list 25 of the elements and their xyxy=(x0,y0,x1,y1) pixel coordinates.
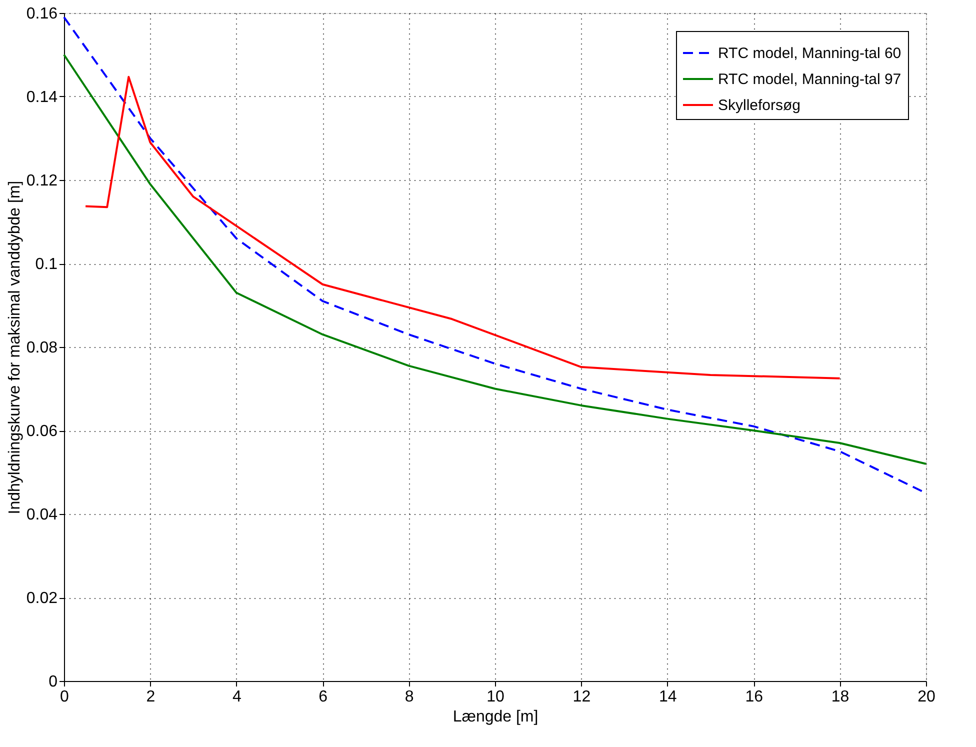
x-tick-label: 4 xyxy=(232,688,242,706)
x-tick-label: 8 xyxy=(404,688,414,706)
x-tick-label: 10 xyxy=(486,688,504,706)
x-tick-label: 6 xyxy=(318,688,328,706)
x-axis-title: Længde [m] xyxy=(452,708,538,726)
legend-label: Skylleforsøg xyxy=(718,97,801,114)
y-tick-label: 0.04 xyxy=(26,506,58,524)
legend-label: RTC model, Manning-tal 60 xyxy=(718,45,902,62)
y-tick-label: 0.02 xyxy=(26,590,58,607)
y-tick-label: 0.08 xyxy=(26,340,58,356)
x-tick-label: 14 xyxy=(659,688,677,706)
y-tick-label: 0.14 xyxy=(26,89,58,106)
y-axis-title: Indhyldningskurve for maksimal vanddybde [m] xyxy=(6,180,24,514)
x-tick-label: 16 xyxy=(745,688,764,706)
x-tick-label: 18 xyxy=(831,688,850,706)
y-tick-label: 0.1 xyxy=(35,256,58,273)
x-tick-label: 2 xyxy=(146,688,156,706)
y-tick-label: 0.16 xyxy=(26,6,58,22)
y-tick-label: 0.12 xyxy=(26,172,58,190)
legend-label: RTC model, Manning-tal 97 xyxy=(718,71,902,88)
x-tick-label: 0 xyxy=(60,688,70,706)
x-tick-label: 12 xyxy=(572,688,591,706)
y-tick-label: 0.06 xyxy=(26,423,58,440)
x-tick-label: 20 xyxy=(918,688,936,706)
y-tick-label: 0 xyxy=(48,674,58,690)
